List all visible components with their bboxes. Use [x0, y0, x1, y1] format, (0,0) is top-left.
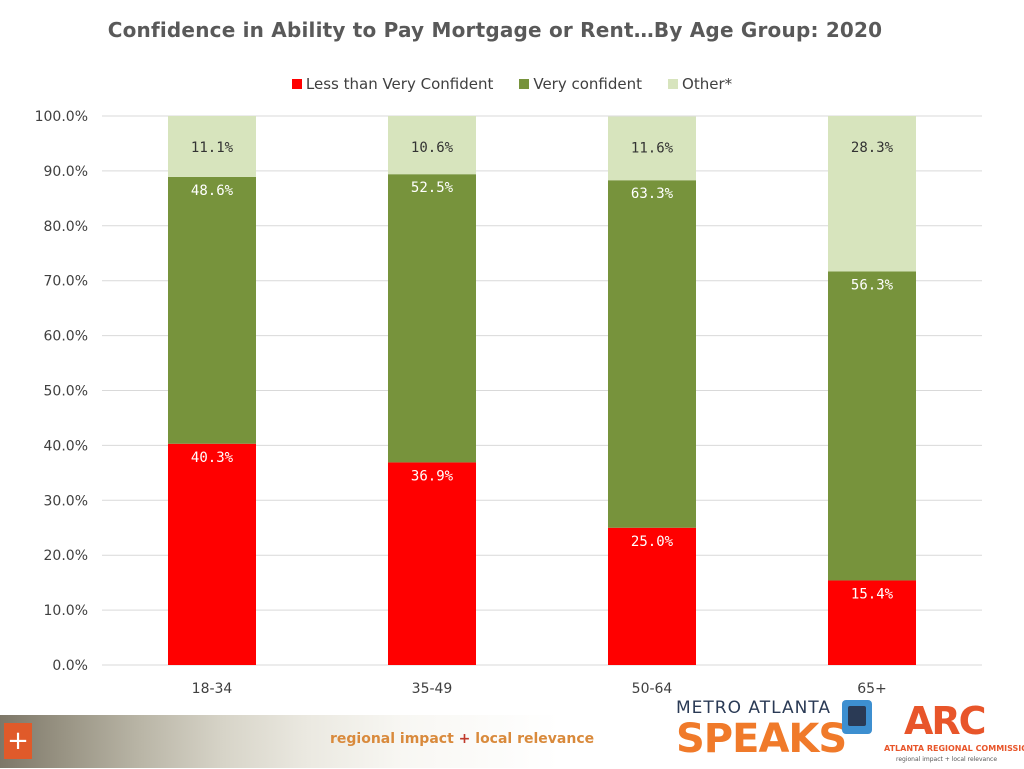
y-tick-label: 90.0%: [44, 164, 88, 180]
bar-segment: [168, 176, 256, 444]
data-label: 56.3%: [851, 277, 894, 293]
data-label: 11.1%: [191, 140, 234, 156]
data-label: 25.0%: [631, 534, 674, 550]
bar-segment: [608, 180, 696, 528]
legend-swatch: [668, 79, 679, 89]
y-tick-label: 80.0%: [44, 219, 88, 235]
legend-item: Very confident: [519, 75, 642, 93]
bar-segment: [388, 116, 476, 175]
data-label: 48.6%: [191, 183, 234, 199]
data-label: 15.4%: [851, 586, 894, 602]
y-tick-label: 40.0%: [44, 438, 88, 454]
legend-item: Other*: [668, 75, 732, 93]
data-label: 52.5%: [411, 180, 454, 196]
bar-segment: [828, 116, 916, 272]
data-label: 10.6%: [411, 140, 454, 156]
data-label: 40.3%: [191, 450, 234, 466]
bar-segment: [828, 271, 916, 581]
y-tick-label: 60.0%: [44, 329, 88, 345]
legend-label: Less than Very Confident: [305, 75, 494, 93]
y-tick-label: 10.0%: [44, 603, 88, 619]
x-tick-label: 35-49: [412, 681, 453, 697]
metro-atlanta-speaks-logo: METRO ATLANTA SPEAKS: [676, 698, 876, 768]
arc-logo: ARC ATLANTA REGIONAL COMMISSION regional…: [884, 699, 1024, 769]
tagline-left: regional impact: [330, 731, 454, 747]
x-tick-label: 50-64: [632, 681, 673, 697]
y-tick-label: 30.0%: [44, 493, 88, 509]
speech-bubble-inner: [848, 706, 866, 726]
legend-label: Very confident: [533, 75, 643, 93]
legend: Less than Very Confident Very confident Ot…: [0, 75, 1024, 93]
plus-icon: +: [4, 723, 32, 759]
chart-plot: 0.0% 10.0% 20.0% 30.0% 40.0% 50.0% 60.0% 70.0% 8…: [35, 109, 982, 697]
data-label: 36.9%: [411, 468, 454, 484]
logo-text-line1: METRO ATLANTA: [676, 698, 831, 718]
bar-segment: [828, 580, 916, 665]
bar-segment: [388, 174, 476, 463]
data-label: 63.3%: [631, 186, 674, 202]
legend-label: Other*: [682, 75, 733, 93]
arc-mark: ARC: [904, 699, 987, 743]
bar-segment: [608, 116, 696, 181]
chart-title: Confidence in Ability to Pay Mortgage or…: [107, 18, 883, 42]
y-tick-label: 100.0%: [35, 109, 88, 125]
footer-banner: + regional impact + local relevance METR…: [0, 698, 1024, 768]
x-tick-label: 18-34: [192, 681, 233, 697]
bar-segment: [168, 116, 256, 177]
y-tick-label: 0.0%: [52, 658, 88, 674]
legend-swatch: [519, 79, 530, 89]
legend-item: Less than Very Confident: [291, 75, 494, 93]
bar-segment: [608, 527, 696, 665]
data-label: 28.3%: [851, 140, 894, 156]
x-tick-label: 65+: [857, 681, 887, 697]
arc-name: ATLANTA REGIONAL COMMISSION: [884, 744, 1024, 753]
y-tick-label: 20.0%: [44, 548, 88, 564]
y-tick-label: 70.0%: [44, 274, 88, 290]
tagline-right: local relevance: [475, 731, 595, 747]
arc-sub: regional impact + local relevance: [896, 756, 998, 763]
bar-segment: [168, 443, 256, 665]
logo-text-line2: SPEAKS: [676, 716, 847, 762]
tagline: regional impact + local relevance: [330, 731, 594, 747]
banner-photo: [0, 715, 560, 768]
bar-segment: [388, 462, 476, 665]
y-tick-label: 50.0%: [44, 384, 88, 400]
tagline-plus: +: [458, 731, 471, 747]
legend-swatch: [291, 79, 302, 89]
data-label: 11.6%: [631, 141, 674, 157]
